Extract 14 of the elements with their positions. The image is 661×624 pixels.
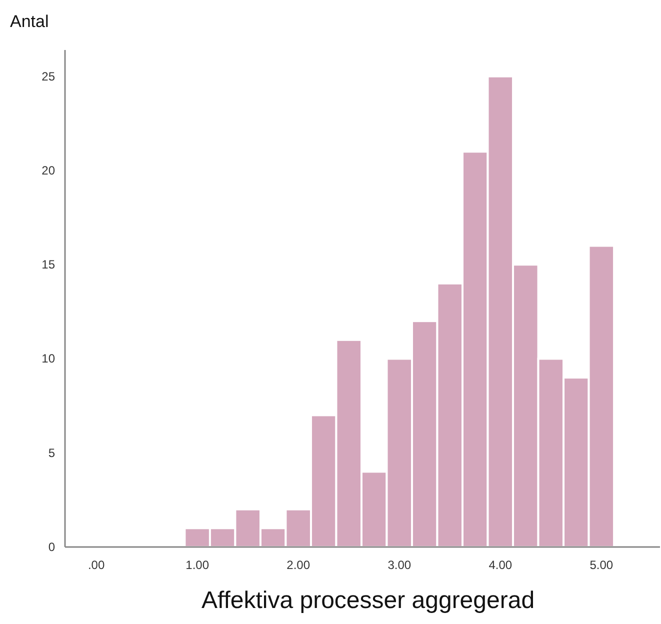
y-tick-label: 0	[48, 540, 56, 554]
x-tick-label: 4.00	[488, 558, 512, 572]
x-tick-label: 3.00	[388, 558, 412, 572]
x-tick-label: 5.00	[590, 558, 614, 572]
x-tick-label: 1.00	[186, 558, 210, 572]
y-tick-label: 20	[42, 163, 56, 178]
x-tick-label: 2.00	[286, 558, 310, 572]
y-tick-label: 15	[42, 258, 56, 272]
y-tick-label: 10	[42, 352, 56, 366]
y-tick-label: 5	[48, 446, 56, 460]
x-axis-title: Affektiva processer aggregerad	[201, 587, 535, 614]
y-axis-title: Antal	[10, 12, 49, 31]
y-tick-label: 25	[42, 69, 56, 84]
x-tick-label: .00	[88, 558, 105, 572]
